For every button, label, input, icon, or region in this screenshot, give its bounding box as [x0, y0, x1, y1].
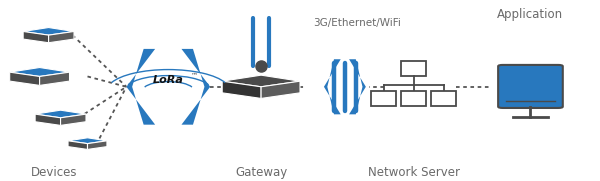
- Polygon shape: [23, 28, 74, 35]
- Text: LoRa: LoRa: [153, 75, 184, 85]
- Polygon shape: [40, 72, 70, 85]
- Polygon shape: [324, 59, 341, 114]
- Polygon shape: [35, 114, 61, 125]
- FancyBboxPatch shape: [401, 61, 427, 76]
- Text: 3G/Ethernet/WiFi: 3G/Ethernet/WiFi: [313, 18, 401, 28]
- FancyBboxPatch shape: [371, 91, 397, 106]
- Polygon shape: [35, 110, 86, 118]
- FancyBboxPatch shape: [401, 91, 427, 106]
- Polygon shape: [181, 49, 210, 125]
- Polygon shape: [10, 68, 70, 76]
- Text: Application: Application: [497, 8, 563, 21]
- Text: ™: ™: [191, 72, 197, 78]
- Polygon shape: [88, 141, 107, 150]
- Text: Devices: Devices: [31, 166, 78, 179]
- Text: Network Server: Network Server: [368, 166, 460, 179]
- FancyBboxPatch shape: [498, 65, 563, 108]
- Polygon shape: [68, 141, 88, 150]
- Polygon shape: [68, 138, 107, 144]
- Polygon shape: [61, 114, 86, 125]
- Polygon shape: [222, 81, 261, 98]
- Polygon shape: [10, 72, 40, 85]
- Polygon shape: [222, 75, 300, 87]
- Polygon shape: [49, 31, 74, 43]
- Polygon shape: [261, 81, 300, 98]
- Polygon shape: [23, 31, 49, 43]
- Polygon shape: [127, 49, 155, 125]
- Text: Gateway: Gateway: [235, 166, 287, 179]
- FancyBboxPatch shape: [431, 91, 456, 106]
- Polygon shape: [349, 59, 366, 114]
